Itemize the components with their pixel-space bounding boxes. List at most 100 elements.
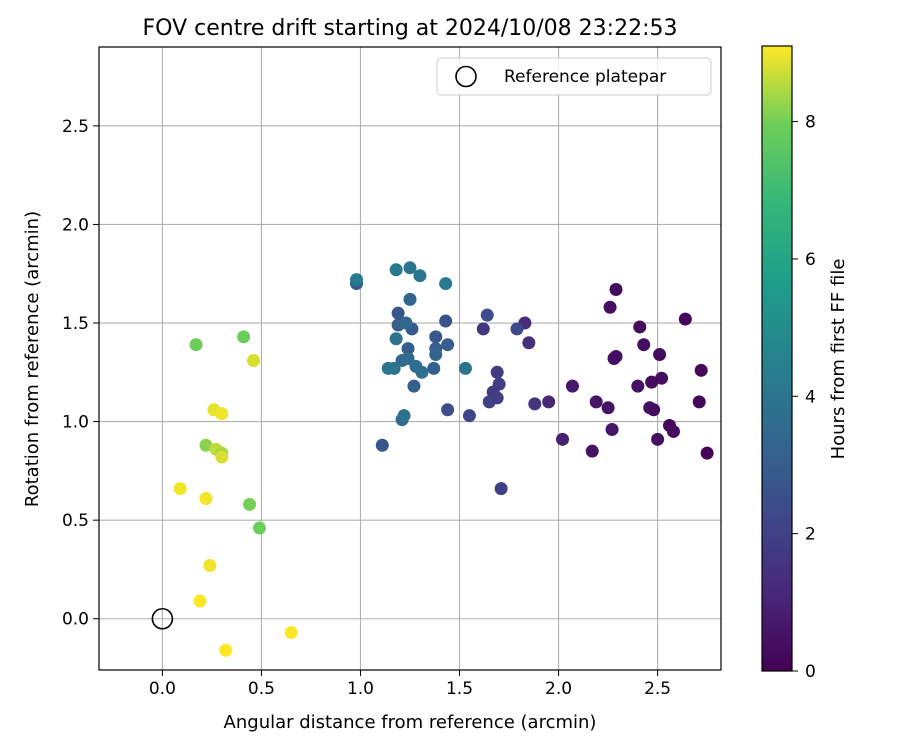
x-tick-label: 2.0 (545, 679, 572, 699)
data-point (375, 438, 389, 452)
data-point (429, 330, 443, 344)
data-point (403, 292, 417, 306)
data-point (441, 403, 455, 417)
data-point (700, 446, 714, 460)
data-point (397, 409, 411, 423)
data-point (490, 365, 504, 379)
colorbar-gradient (761, 45, 793, 672)
data-point (427, 361, 441, 375)
legend: Reference platepar (436, 57, 712, 96)
data-point (647, 403, 661, 417)
plot-frame (98, 46, 722, 671)
data-points (173, 261, 714, 657)
data-point (633, 320, 647, 334)
chart-title: FOV centre drift starting at 2024/10/08 … (143, 16, 678, 41)
data-point (480, 308, 494, 322)
colorbar-ticks: 0 2 4 6 8 (792, 113, 816, 682)
data-point (609, 282, 623, 296)
data-point (389, 332, 403, 346)
colorbar: 0 2 4 6 8 Hours from first FF file (761, 45, 849, 682)
colorbar-label: Hours from first FF file (828, 259, 849, 460)
y-tick-label: 0.0 (62, 610, 89, 630)
data-point (215, 450, 229, 464)
data-point (252, 521, 266, 535)
legend-box (436, 57, 712, 96)
data-point (462, 409, 476, 423)
data-point (391, 306, 405, 320)
y-tick-label: 2.5 (62, 117, 89, 137)
data-point (556, 432, 570, 446)
data-point (401, 342, 415, 356)
data-point (403, 261, 417, 275)
data-point (510, 322, 524, 336)
data-point (476, 322, 490, 336)
data-point (651, 432, 665, 446)
data-point (692, 395, 706, 409)
data-point (189, 338, 203, 352)
data-point (528, 397, 542, 411)
data-point (441, 338, 455, 352)
y-axis-label: Rotation from reference (arcmin) (22, 211, 43, 507)
data-point (173, 482, 187, 496)
data-point (413, 269, 427, 283)
reference-platepar-marker (151, 607, 174, 630)
data-point (429, 348, 443, 362)
data-point (458, 361, 472, 375)
data-point (247, 353, 261, 367)
data-point (542, 395, 556, 409)
x-axis: 0.0 0.5 1.0 1.5 2.0 2.5 (149, 670, 671, 699)
data-point (350, 273, 364, 287)
data-point (439, 277, 453, 291)
data-point (407, 379, 421, 393)
data-point (601, 401, 615, 415)
colorbar-tick-label: 4 (805, 387, 816, 407)
colorbar-tick-label: 8 (805, 113, 816, 133)
y-axis: 0.0 0.5 1.0 1.5 2.0 2.5 (62, 117, 99, 630)
y-tick-label: 1.5 (62, 314, 89, 334)
colorbar-tick-label: 2 (805, 525, 816, 545)
data-point (585, 444, 599, 458)
data-point (589, 395, 603, 409)
data-point (243, 497, 257, 511)
data-point (219, 643, 233, 657)
y-tick-label: 0.5 (62, 511, 89, 531)
legend-marker (455, 65, 477, 88)
data-point (399, 316, 413, 330)
data-point (637, 338, 651, 352)
data-point (655, 371, 669, 385)
x-tick-label: 2.5 (644, 679, 671, 699)
data-point (389, 263, 403, 277)
data-point (603, 300, 617, 314)
data-point (645, 375, 659, 389)
data-point (193, 594, 207, 608)
data-point (199, 491, 213, 505)
data-point (565, 379, 579, 393)
data-point (631, 379, 645, 393)
data-point (678, 312, 692, 326)
data-point (415, 365, 429, 379)
y-tick-label: 1.0 (62, 413, 89, 433)
data-point (494, 482, 508, 496)
x-tick-label: 1.0 (347, 679, 374, 699)
x-axis-label: Angular distance from reference (arcmin) (224, 712, 597, 733)
x-tick-label: 0.5 (248, 679, 275, 699)
x-tick-label: 1.5 (446, 679, 473, 699)
data-point (522, 336, 536, 350)
data-point (401, 352, 415, 365)
data-point (653, 348, 667, 362)
colorbar-tick-label: 6 (805, 250, 816, 270)
data-point (439, 314, 453, 328)
data-point (199, 438, 213, 452)
data-point (203, 559, 217, 573)
data-point (490, 391, 504, 405)
data-point (237, 330, 251, 344)
data-point (666, 424, 680, 438)
colorbar-tick-label: 0 (805, 662, 816, 682)
data-point (284, 626, 298, 640)
data-point (605, 422, 619, 436)
x-tick-label: 0.0 (149, 679, 176, 699)
data-point (215, 407, 229, 421)
data-point (607, 352, 621, 365)
legend-label: Reference platepar (504, 67, 666, 87)
